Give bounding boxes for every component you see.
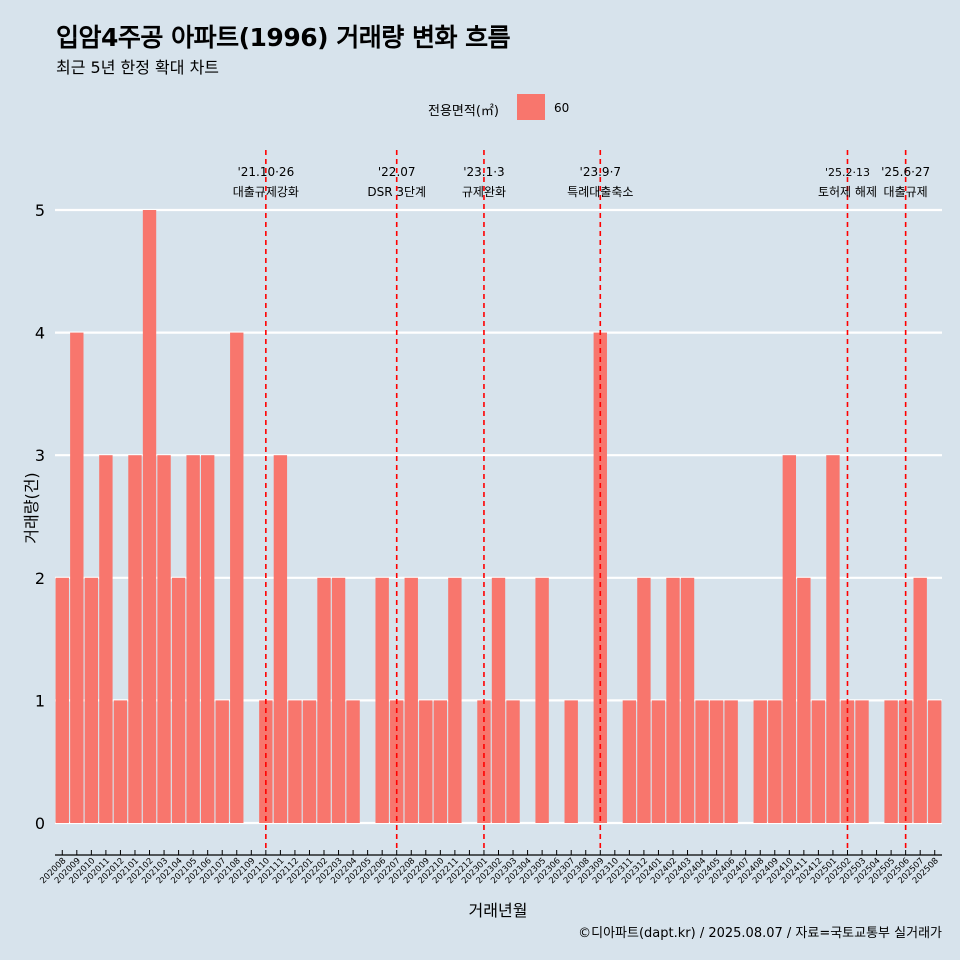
bar-202410 [782,455,797,823]
event-label-3: 특례대출축소 [567,185,633,199]
bar-202307 [564,700,578,823]
bar-202507 [913,577,927,823]
event-label-1: DSR 3단계 [367,185,426,199]
bar-202106 [200,455,215,823]
bar-202403 [680,577,695,823]
bar-202108 [230,332,244,823]
legend: 전용면적(㎡) 60 [0,94,960,120]
bar-202506 [898,700,913,823]
legend-title: 전용면적(㎡) [428,104,499,119]
bar-202503 [855,700,869,823]
chart-subtitle: 최근 5년 한정 확대 차트 [56,58,220,77]
bar-202011 [99,455,113,823]
bar-202110 [259,700,273,823]
bar-202302 [491,577,506,823]
event-label-5: 대출규제 [884,185,928,199]
y-tick-label: 1 [35,691,45,710]
bar-202402 [666,577,680,823]
event-date-0: '21.10·26 [237,165,294,179]
bar-202207 [390,700,404,823]
bar-202208 [404,577,418,823]
event-date-1: '22.07 [378,165,416,179]
bar-202505 [884,700,898,823]
bar-202501 [826,455,840,823]
bar-202009 [70,332,84,823]
y-tick-label: 3 [35,446,45,465]
source-caption: ©디아파트(dapt.kr) / 2025.08.07 / 자료=국토교통부 실… [578,926,942,941]
event-label-0: 대출규제강화 [233,185,299,199]
bar-202107 [215,700,229,823]
bar-202405 [709,700,724,823]
bar-202502 [840,700,855,823]
bar-202305 [535,577,549,823]
bar-202209 [419,700,433,823]
bar-202401 [651,700,666,823]
y-tick-label: 4 [35,324,45,343]
bar-202409 [768,700,782,823]
event-date-2: '23.1·3 [463,165,504,179]
bar-202412 [811,700,826,823]
bar-202206 [375,577,389,823]
bar-202202 [317,577,331,823]
bar-202008 [55,577,69,823]
event-date-3: '23.9·7 [580,165,621,179]
y-tick-label: 0 [35,814,45,833]
bar-202111 [273,455,288,823]
bar-202311 [622,700,637,823]
event-date-4: '25.2·13 [825,166,870,179]
bar-202201 [302,700,317,823]
event-label-2: 규제완화 [462,185,506,199]
legend-entry-60: 60 [554,101,570,115]
chart-title: 입암4주공 아파트(1996) 거래량 변화 흐름 [56,23,511,52]
bar-202104 [171,577,186,823]
bar-202312 [637,577,651,823]
event-label-4: 토허제 해제 [818,185,877,199]
y-axis-label: 거래량(건) [22,472,41,544]
bar-202404 [695,700,709,823]
bar-202406 [724,700,738,823]
x-axis-label: 거래년월 [468,901,528,920]
bar-202103 [157,455,171,823]
bar-202303 [506,700,520,823]
bar-202112 [288,700,302,823]
bar-202105 [186,455,200,823]
bar-202411 [797,577,811,823]
legend-swatch [517,94,545,120]
bar-202508 [928,700,942,823]
bar-202408 [753,700,767,823]
y-tick-label: 5 [35,201,45,220]
bar-202210 [433,700,448,823]
event-date-5: '25.6·27 [881,165,930,179]
bar-202101 [128,455,142,823]
bar-202203 [331,577,346,823]
bar-202204 [346,700,360,823]
y-tick-label: 2 [35,569,45,588]
bar-202301 [477,700,491,823]
bar-202211 [448,577,462,823]
bar-202010 [84,577,99,823]
bar-202102 [142,210,157,823]
bar-202012 [113,700,128,823]
